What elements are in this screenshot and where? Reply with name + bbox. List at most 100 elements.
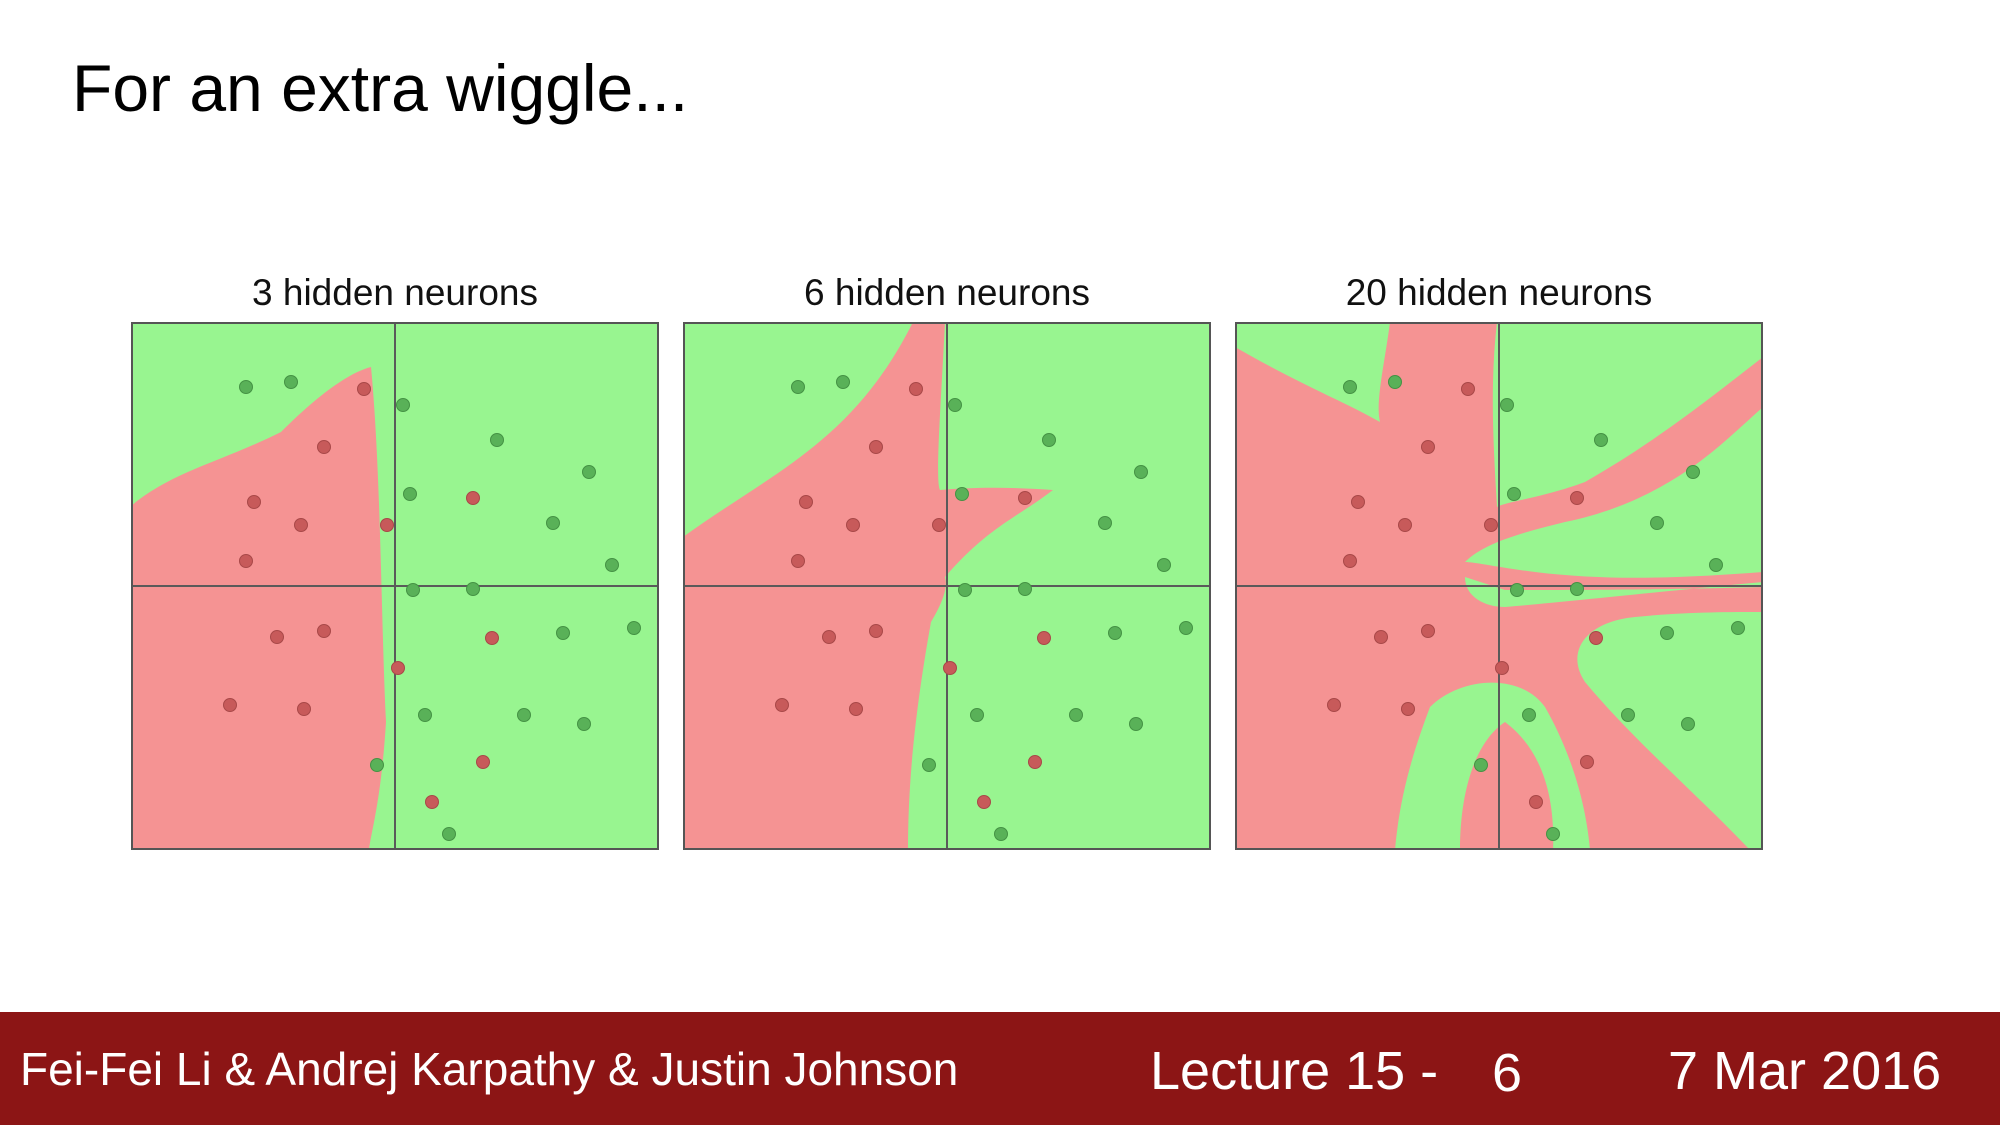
green-data-point <box>556 626 570 640</box>
red-data-point <box>1495 661 1509 675</box>
green-data-point <box>958 583 972 597</box>
slide-title: For an extra wiggle... <box>72 51 689 125</box>
green-data-point <box>1157 558 1171 572</box>
points-layer <box>1327 375 1745 841</box>
red-data-point <box>466 491 480 505</box>
green-data-point <box>1474 758 1488 772</box>
green-data-point <box>517 708 531 722</box>
red-data-point <box>977 795 991 809</box>
green-data-point <box>791 380 805 394</box>
green-data-point <box>1510 583 1524 597</box>
red-data-point <box>1327 698 1341 712</box>
red-data-point <box>932 518 946 532</box>
red-data-point <box>380 518 394 532</box>
green-region-top-left <box>1235 322 1390 422</box>
footer-date: 7 Mar 2016 <box>1668 1041 1942 1101</box>
green-data-point <box>955 487 969 501</box>
green-data-point <box>418 708 432 722</box>
green-data-point <box>582 465 596 479</box>
green-data-point <box>1098 516 1112 530</box>
green-data-point <box>1686 465 1700 479</box>
green-data-point <box>836 375 850 389</box>
footer-authors: Fei-Fei Li & Andrej Karpathy & Justin Jo… <box>20 1043 959 1095</box>
footer-bar: Fei-Fei Li & Andrej Karpathy & Justin Jo… <box>0 1012 2000 1125</box>
green-region-middle-right <box>1465 407 1763 578</box>
red-data-point <box>297 702 311 716</box>
green-data-point <box>406 583 420 597</box>
decision-boundary-plot-6-neurons <box>683 322 1211 850</box>
red-data-point <box>799 495 813 509</box>
red-data-point <box>1351 495 1365 509</box>
red-data-point <box>1461 382 1475 396</box>
green-data-point <box>948 398 962 412</box>
red-region <box>131 367 386 850</box>
green-data-point <box>922 758 936 772</box>
red-data-point <box>476 755 490 769</box>
decision-boundary-plot-20-neurons <box>1235 322 1763 850</box>
green-data-point <box>546 516 560 530</box>
red-data-point <box>1589 631 1603 645</box>
green-data-point <box>1570 582 1584 596</box>
green-data-point <box>1069 708 1083 722</box>
red-data-point <box>869 624 883 638</box>
red-data-point <box>1018 491 1032 505</box>
green-data-point <box>396 398 410 412</box>
red-data-point <box>1398 518 1412 532</box>
red-data-point <box>1529 795 1543 809</box>
red-data-point <box>1570 491 1584 505</box>
green-data-point <box>284 375 298 389</box>
footer-page-number: 6 <box>1492 1043 1523 1103</box>
decision-boundary-plot-3-neurons <box>131 322 659 850</box>
red-data-point <box>775 698 789 712</box>
panel-title-20-neurons: 20 hidden neurons <box>1345 272 1653 313</box>
red-data-point <box>223 698 237 712</box>
red-data-point <box>869 440 883 454</box>
plot-frame <box>683 322 1211 850</box>
green-data-point <box>490 433 504 447</box>
green-data-point <box>1709 558 1723 572</box>
red-data-point <box>822 630 836 644</box>
green-data-point <box>970 708 984 722</box>
red-data-point <box>1037 631 1051 645</box>
red-data-point <box>909 382 923 396</box>
green-data-point <box>1681 717 1695 731</box>
red-data-point <box>1028 755 1042 769</box>
red-data-point <box>1374 630 1388 644</box>
green-data-point <box>1108 626 1122 640</box>
green-region-bottom-band <box>1395 682 1590 850</box>
red-data-point <box>943 661 957 675</box>
points-layer <box>223 375 641 841</box>
points-layer <box>775 375 1193 841</box>
green-data-point <box>442 827 456 841</box>
red-data-point <box>425 795 439 809</box>
plot-frame <box>131 322 659 850</box>
red-data-point <box>1421 440 1435 454</box>
green-data-point <box>1594 433 1608 447</box>
green-data-point <box>994 827 1008 841</box>
red-data-point <box>247 495 261 509</box>
red-data-point <box>1401 702 1415 716</box>
green-data-point <box>627 621 641 635</box>
green-data-point <box>1388 375 1402 389</box>
red-data-point <box>1343 554 1357 568</box>
green-data-point <box>577 717 591 731</box>
red-data-point <box>849 702 863 716</box>
green-data-point <box>403 487 417 501</box>
red-data-point <box>485 631 499 645</box>
red-data-point <box>294 518 308 532</box>
green-data-point <box>239 380 253 394</box>
panel-title-3-neurons: 3 hidden neurons <box>252 272 538 313</box>
green-data-point <box>466 582 480 596</box>
red-data-point <box>1580 755 1594 769</box>
red-data-point <box>317 440 331 454</box>
green-data-point <box>1621 708 1635 722</box>
red-data-point <box>317 624 331 638</box>
green-data-point <box>1018 582 1032 596</box>
green-data-point <box>1522 708 1536 722</box>
footer-lecture: Lecture 15 - <box>1150 1041 1439 1101</box>
green-data-point <box>1731 621 1745 635</box>
red-data-point <box>1421 624 1435 638</box>
red-data-point <box>270 630 284 644</box>
red-data-point <box>357 382 371 396</box>
green-region-top-right <box>1492 322 1763 507</box>
